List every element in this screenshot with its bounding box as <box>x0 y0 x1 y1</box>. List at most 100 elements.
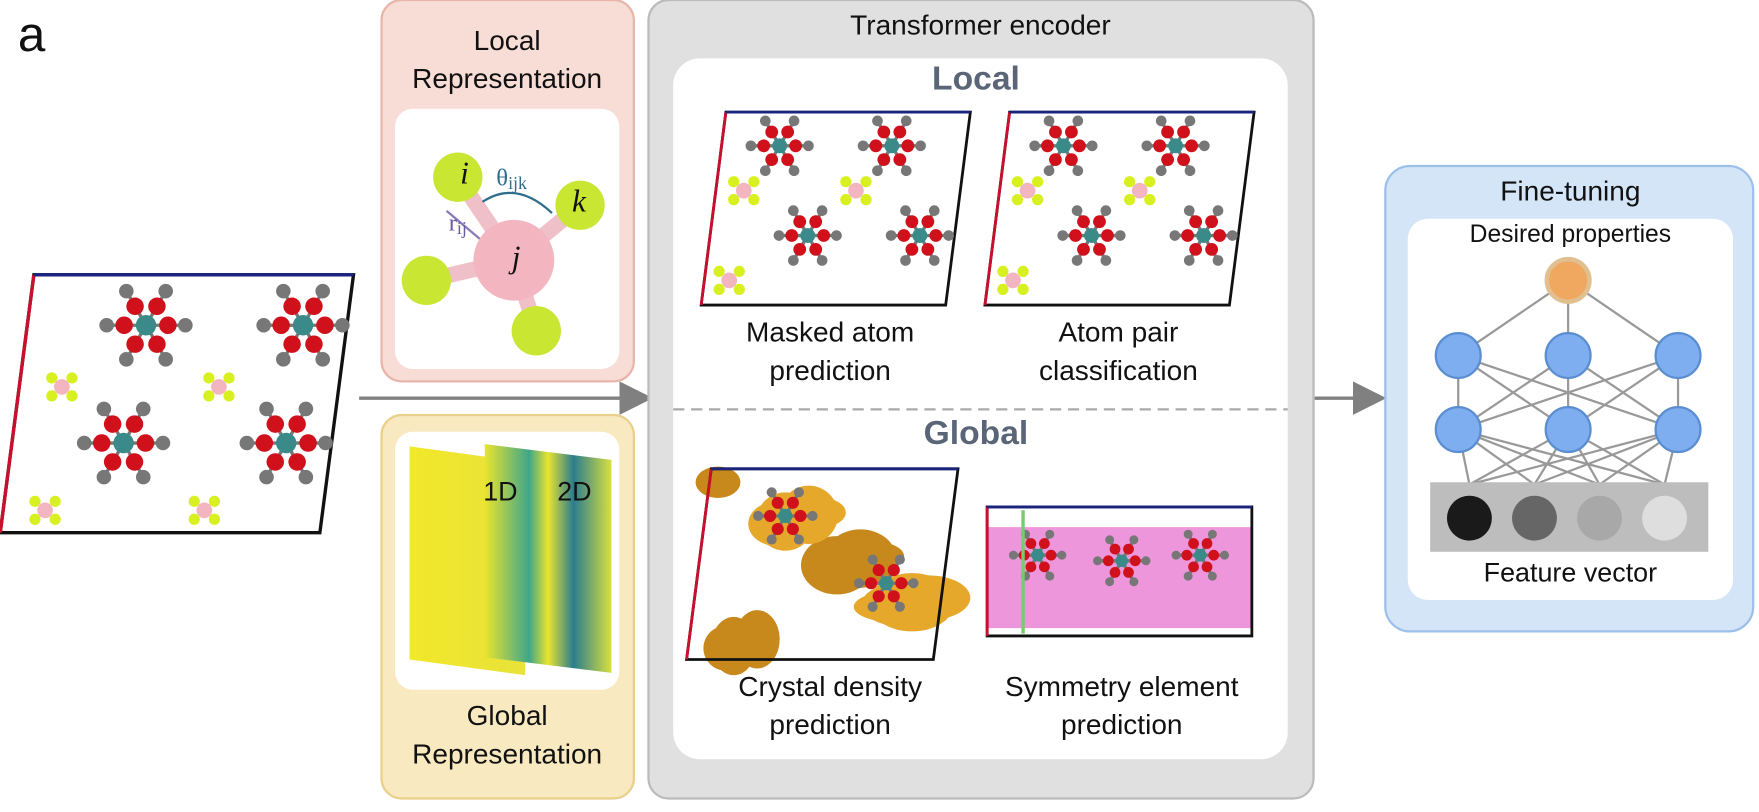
atom <box>1005 272 1021 289</box>
panel-label: a <box>18 7 46 62</box>
atom <box>188 513 200 525</box>
atom <box>765 153 779 167</box>
atom <box>1071 255 1083 266</box>
atom <box>893 153 907 167</box>
atom <box>158 352 173 367</box>
atom <box>155 435 171 451</box>
atom <box>786 496 799 509</box>
atom <box>1072 115 1084 127</box>
edge <box>1457 428 1600 486</box>
cell-edge <box>983 111 1011 306</box>
atom <box>1212 205 1224 216</box>
atom <box>817 229 831 242</box>
atom <box>766 487 777 498</box>
atom <box>135 469 151 485</box>
angle-label: θijk <box>496 164 527 193</box>
atom <box>848 182 864 199</box>
atom <box>781 125 795 139</box>
atom <box>872 564 885 577</box>
atom <box>921 215 935 229</box>
atom <box>713 283 725 295</box>
atom <box>785 229 799 242</box>
atom <box>1045 571 1055 581</box>
feature <box>1447 495 1492 541</box>
atom <box>1188 538 1199 549</box>
atom <box>1065 153 1078 167</box>
atom <box>943 230 954 241</box>
density-blob <box>734 610 780 669</box>
task-caption: prediction <box>769 709 890 740</box>
atom <box>119 283 134 299</box>
atom <box>1011 176 1024 188</box>
atom <box>196 502 213 519</box>
density-blob <box>885 575 971 621</box>
atom <box>259 469 274 485</box>
atom <box>283 335 301 353</box>
atom <box>1181 229 1195 242</box>
atom-label: i <box>460 155 469 190</box>
atom <box>315 283 330 299</box>
atom <box>752 510 764 521</box>
atom <box>1177 153 1190 167</box>
atom <box>46 390 58 402</box>
atom <box>877 153 891 167</box>
atom <box>900 165 912 177</box>
atom <box>713 265 725 278</box>
hidden-node <box>1434 405 1482 454</box>
atom <box>869 139 883 153</box>
atom <box>1045 549 1057 561</box>
input-label: Feature vector <box>1484 557 1658 587</box>
atom <box>865 577 878 590</box>
atom <box>905 242 919 256</box>
atom <box>148 335 166 353</box>
hidden-node <box>1544 405 1592 454</box>
atom <box>759 115 771 127</box>
atom <box>1038 561 1050 573</box>
atom <box>1185 139 1198 153</box>
atom <box>860 194 872 206</box>
output-label: Desired properties <box>1470 221 1671 248</box>
atom <box>1032 176 1044 188</box>
atom <box>1207 529 1217 539</box>
atom <box>223 390 235 402</box>
atom <box>208 495 221 507</box>
atom <box>872 165 883 177</box>
hidden-node <box>1654 405 1702 454</box>
atom <box>793 487 804 498</box>
atom <box>788 205 799 216</box>
atom <box>1093 556 1103 566</box>
global-rep-title: Representation <box>412 738 602 769</box>
atom <box>49 513 61 525</box>
atom <box>887 564 900 577</box>
atom <box>66 390 78 402</box>
atom <box>1071 205 1083 216</box>
atom <box>765 125 779 139</box>
task-caption: prediction <box>769 355 890 386</box>
atom <box>789 139 803 153</box>
atom <box>900 205 911 216</box>
atom <box>125 415 144 433</box>
atom <box>781 153 795 167</box>
feature <box>1642 495 1688 541</box>
atom <box>877 125 891 139</box>
atom <box>733 265 745 278</box>
atom <box>921 242 935 256</box>
atom <box>793 242 807 256</box>
atom <box>764 509 777 522</box>
atom <box>316 316 334 334</box>
atom <box>1105 577 1115 587</box>
atom <box>283 297 301 316</box>
atom <box>288 453 306 471</box>
atom <box>1169 230 1181 241</box>
network <box>1430 256 1709 552</box>
atom <box>1201 561 1213 573</box>
atom <box>1057 230 1069 241</box>
atom <box>1220 550 1229 560</box>
atom <box>96 469 112 485</box>
atom <box>1049 153 1062 167</box>
task-caption: Masked atom <box>746 317 914 348</box>
atom <box>1155 115 1167 127</box>
atom <box>860 176 872 188</box>
atom <box>256 317 271 333</box>
atom <box>103 415 122 433</box>
